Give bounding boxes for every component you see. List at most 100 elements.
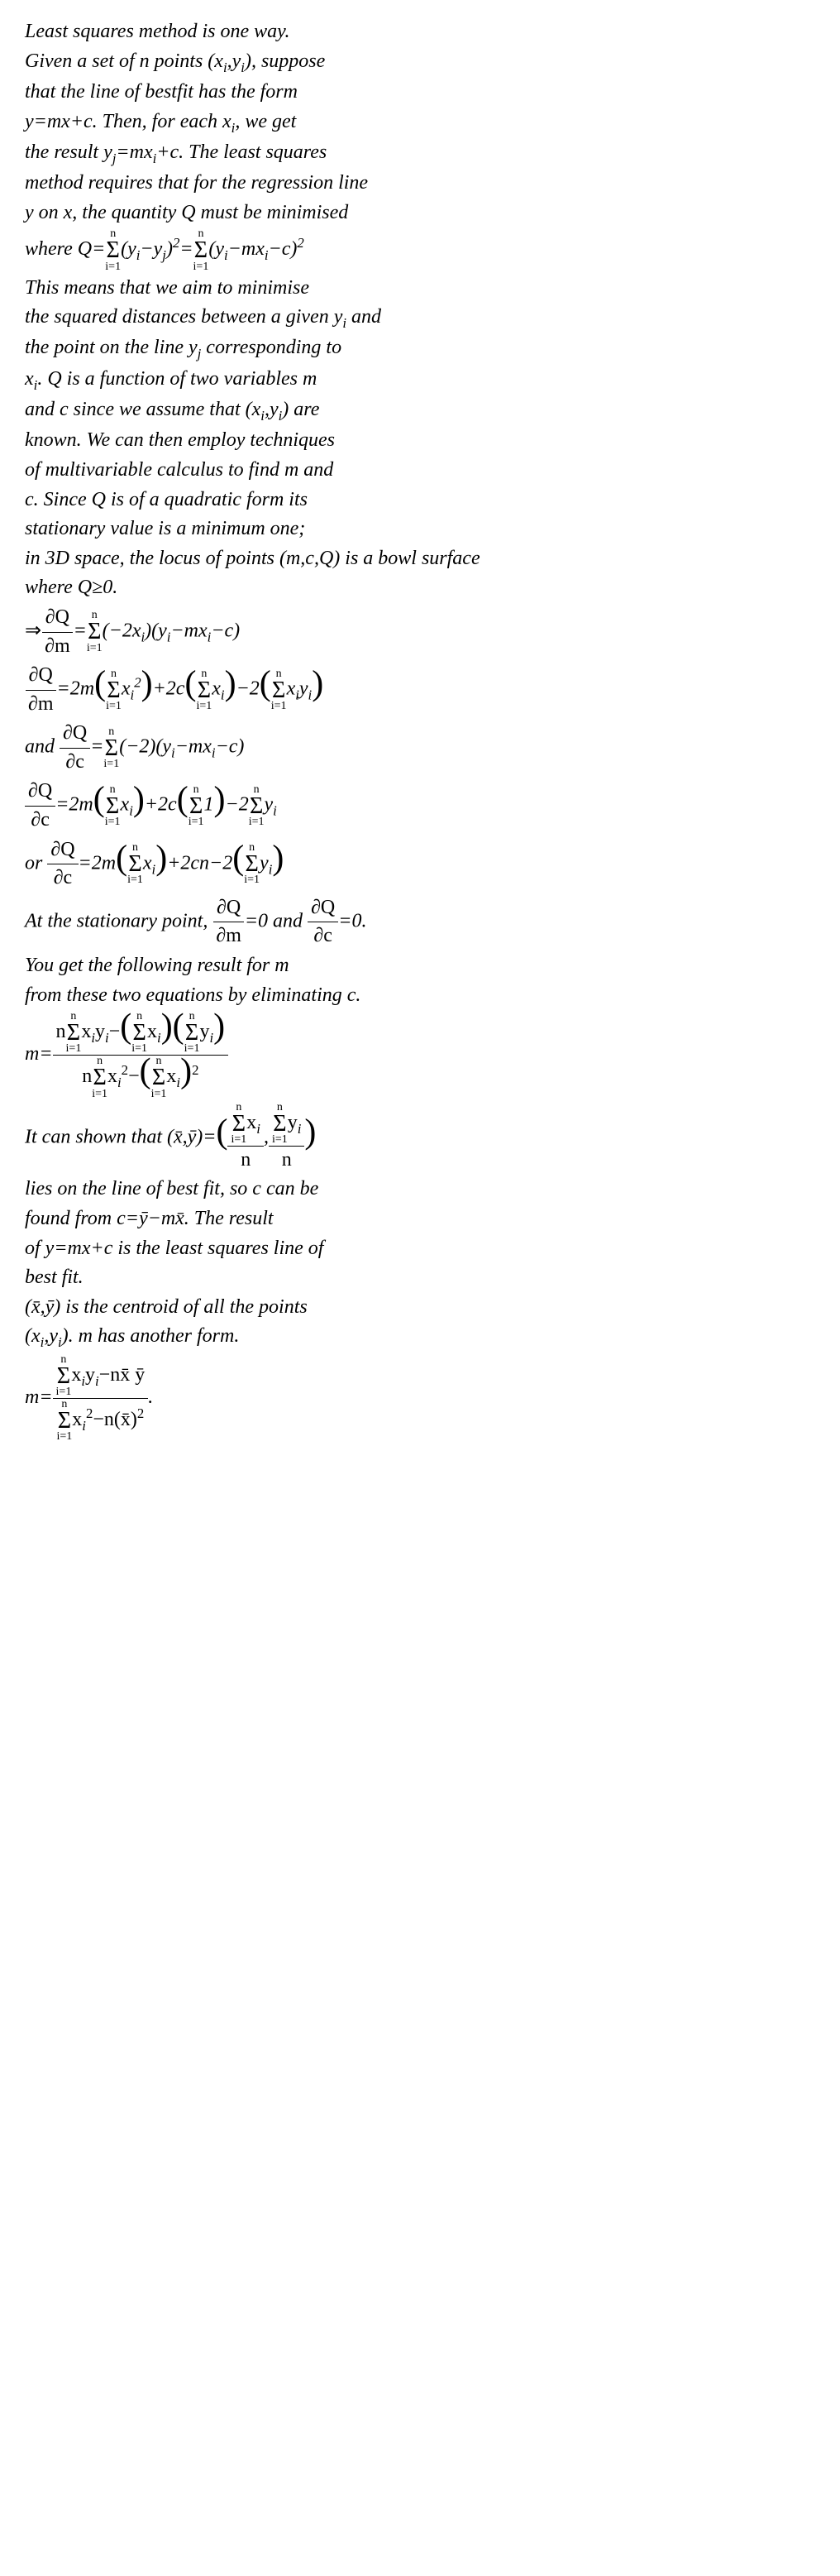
text: where Q= bbox=[25, 238, 105, 260]
text: m= bbox=[25, 1386, 53, 1408]
text: = bbox=[74, 620, 87, 642]
sum-icon: nΣi=1 bbox=[196, 668, 212, 712]
line-17: stationary value is a minimum one; bbox=[25, 515, 815, 543]
text: ,y bbox=[44, 1325, 58, 1347]
text: +2cn−2 bbox=[167, 852, 232, 874]
text: . Q is a function of two variables m bbox=[37, 368, 317, 390]
line-36: m= nΣi=1xiyi−nx̄ ȳ nΣi=1xi2−n(x̄)2 . bbox=[25, 1354, 815, 1443]
text: Given a set of n points (x bbox=[25, 50, 223, 72]
text: y=mx+c. Then, for each x bbox=[25, 111, 231, 132]
line-33: best fit. bbox=[25, 1264, 815, 1292]
line-9: This means that we aim to minimise bbox=[25, 275, 815, 303]
sum-icon: nΣi=1 bbox=[249, 784, 265, 828]
fraction: ∂Q∂c bbox=[308, 894, 338, 950]
line-23: ∂Q∂c=2m(nΣi=1xi)+2c(nΣi=11)−2nΣi=1yi bbox=[25, 778, 815, 834]
line-29: It can shown that (x̄,ȳ)=(nΣi=1xin,nΣi=1… bbox=[25, 1102, 815, 1175]
text: −2 bbox=[226, 794, 249, 816]
text: ) bbox=[166, 238, 173, 260]
line-18: in 3D space, the locus of points (m,c,Q)… bbox=[25, 545, 815, 573]
arrow-icon: ⇒ bbox=[25, 620, 41, 642]
text: y bbox=[299, 678, 308, 700]
text: =2m bbox=[57, 678, 95, 700]
text: corresponding to bbox=[201, 337, 341, 358]
text: m= bbox=[25, 1043, 53, 1065]
text: x bbox=[121, 794, 130, 816]
text: and bbox=[346, 306, 381, 328]
text: x bbox=[25, 368, 34, 390]
sum-icon: nΣi=1 bbox=[244, 842, 260, 886]
sum-icon: nΣi=1 bbox=[193, 228, 209, 272]
text: −mx bbox=[175, 736, 212, 758]
text: x bbox=[143, 852, 152, 874]
fraction: nΣi=1yin bbox=[269, 1102, 304, 1175]
text: −y bbox=[140, 238, 162, 260]
line-30: lies on the line of best fit, so c can b… bbox=[25, 1175, 815, 1204]
line-31: found from c=ȳ−mx̄. The result bbox=[25, 1205, 815, 1233]
text: x bbox=[212, 678, 221, 700]
fraction: ∂Q∂m bbox=[25, 662, 57, 718]
text: x bbox=[122, 678, 131, 700]
text: . bbox=[148, 1386, 153, 1408]
fraction: ∂Q∂c bbox=[47, 836, 78, 893]
line-11: the point on the line yj corresponding t… bbox=[25, 334, 815, 363]
line-20: ⇒∂Q∂m=nΣi=1(−2xi)(yi−mxi−c) bbox=[25, 604, 815, 660]
line-34: (x̄,ȳ) is the centroid of all the points bbox=[25, 1294, 815, 1322]
sum-icon: nΣi=1 bbox=[189, 784, 204, 828]
text: =mx bbox=[116, 141, 152, 163]
text: , we get bbox=[235, 111, 296, 132]
line-6: method requires that for the regression … bbox=[25, 170, 815, 198]
fraction: nΣi=1xin bbox=[227, 1102, 263, 1175]
text: (x bbox=[25, 1325, 41, 1347]
text: x bbox=[287, 678, 296, 700]
text: (y bbox=[121, 238, 136, 260]
text: ), suppose bbox=[245, 50, 325, 72]
text: the squared distances between a given y bbox=[25, 306, 342, 328]
line-3: that the line of bestfit has the form bbox=[25, 79, 815, 107]
text: and bbox=[25, 736, 60, 758]
text: At the stationary point, bbox=[25, 910, 212, 931]
fraction: nΣi=1xiyi−nx̄ ȳ nΣi=1xi2−n(x̄)2 bbox=[53, 1354, 149, 1443]
sum-icon: nΣi=1 bbox=[103, 726, 119, 770]
fraction: ∂Q∂c bbox=[25, 778, 55, 834]
text: −2 bbox=[236, 678, 260, 700]
line-15: of multivariable calculus to find m and bbox=[25, 457, 815, 485]
text: −mx bbox=[170, 620, 207, 642]
text: +2c bbox=[145, 794, 177, 816]
line-21: ∂Q∂m=2m(nΣi=1xi2)+2c(nΣi=1xi)−2(nΣi=1xiy… bbox=[25, 662, 815, 718]
text: =2m bbox=[79, 852, 117, 874]
fraction: ∂Q∂m bbox=[41, 604, 74, 660]
text: and c since we assume that (x bbox=[25, 399, 260, 420]
text: (−2x bbox=[103, 620, 141, 642]
line-27: from these two equations by eliminating … bbox=[25, 982, 815, 1010]
sum-icon: nΣi=1 bbox=[271, 668, 287, 712]
line-4: y=mx+c. Then, for each xi, we get bbox=[25, 108, 815, 137]
text: )(y bbox=[145, 620, 167, 642]
text: +2c bbox=[153, 678, 185, 700]
text: It can shown that (x̄,ȳ)= bbox=[25, 1126, 216, 1147]
line-32: of y=mx+c is the least squares line of bbox=[25, 1235, 815, 1263]
line-19: where Q≥0. bbox=[25, 574, 815, 602]
line-35: (xi,yi). m has another form. bbox=[25, 1323, 815, 1352]
line-26: You get the following result for m bbox=[25, 952, 815, 980]
sum-icon: nΣi=1 bbox=[87, 610, 103, 654]
line-7: y on x, the quantity Q must be minimised bbox=[25, 199, 815, 227]
text: ,y bbox=[265, 399, 279, 420]
text: the result y bbox=[25, 141, 112, 163]
text: =2m bbox=[55, 794, 93, 816]
text: (−2)(y bbox=[119, 736, 171, 758]
line-28: m= nnΣi=1xiyi−(nΣi=1xi)(nΣi=1yi) nnΣi=1x… bbox=[25, 1011, 815, 1099]
text: ,y bbox=[227, 50, 241, 72]
fraction: ∂Q∂m bbox=[212, 894, 245, 950]
text: −c) bbox=[269, 238, 298, 260]
text: −c) bbox=[211, 620, 240, 642]
sum-icon: nΣi=1 bbox=[105, 784, 121, 828]
text: y bbox=[260, 852, 269, 874]
line-10: the squared distances between a given yi… bbox=[25, 304, 815, 333]
fraction: nnΣi=1xiyi−(nΣi=1xi)(nΣi=1yi) nnΣi=1xi2−… bbox=[53, 1011, 229, 1099]
sum-icon: nΣi=1 bbox=[105, 228, 121, 272]
text: −mx bbox=[228, 238, 265, 260]
text: (y bbox=[208, 238, 224, 260]
line-14: known. We can then employ techniques bbox=[25, 427, 815, 455]
text: +c. The least squares bbox=[156, 141, 327, 163]
line-16: c. Since Q is of a quadratic form its bbox=[25, 486, 815, 515]
